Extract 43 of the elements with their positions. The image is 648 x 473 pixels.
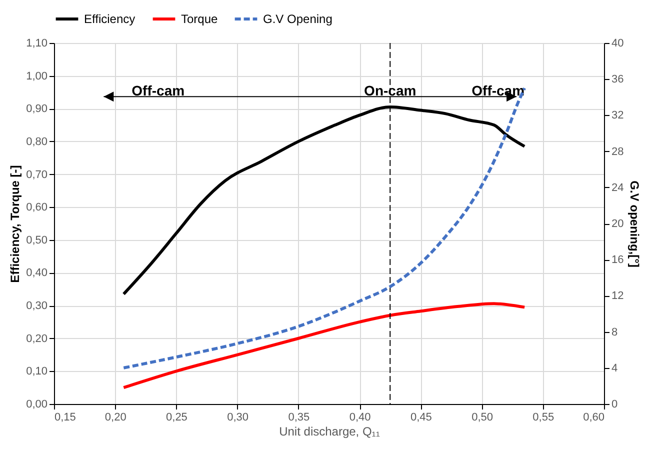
y-tick-label: 0,80 [26, 136, 48, 148]
y2-tick-label: 12 [612, 290, 624, 302]
y2-tick-label: 8 [612, 326, 618, 338]
y-tick-label: 0,70 [26, 168, 48, 181]
line-series [122, 302, 526, 390]
y-tick-label: 0,10 [26, 366, 48, 378]
y-tick-label: 0,40 [26, 267, 48, 280]
y-tick-label: 1,10 [26, 38, 48, 50]
y-tick-label: 0,30 [26, 300, 48, 312]
y-axis-title: Efficiency, Torque [-] [8, 165, 22, 283]
y2-tick-label: 40 [612, 38, 624, 50]
x-tick-label: 0,55 [532, 412, 554, 424]
y2-tick-label: 24 [612, 182, 624, 194]
annotation: On-cam [364, 82, 416, 99]
y2-tick-label: 20 [612, 218, 624, 230]
line-series [122, 86, 526, 370]
y-tick-label: 0,00 [26, 398, 48, 410]
x-axis-title: Unit discharge, Q₁₁ [279, 424, 380, 438]
y-tick-label: 0,60 [26, 202, 48, 214]
x-tick-label: 0,15 [54, 412, 76, 424]
y-tick-label: 1,00 [26, 70, 48, 82]
annotation: Off-cam [132, 82, 185, 99]
x-tick-label: 0,45 [410, 412, 432, 424]
x-tick-label: 0,20 [104, 412, 126, 424]
y2-tick-label: 36 [612, 74, 624, 86]
x-tick-label: 0,25 [166, 412, 188, 424]
y-tick-label: 0,50 [26, 234, 48, 246]
y2-tick-label: 4 [612, 362, 618, 374]
x-tick-label: 0,60 [583, 412, 604, 424]
y2-axis-title: G.V opening,[°] [628, 180, 642, 268]
y2-tick-label: 28 [612, 146, 624, 158]
legend-label: G.V Opening [263, 12, 332, 26]
y-tick-label: 0,20 [26, 332, 48, 345]
legend-label: Torque [181, 12, 218, 26]
x-tick-label: 0,35 [288, 412, 310, 424]
x-tick-label: 0,30 [227, 412, 249, 424]
x-tick-label: 0,40 [349, 412, 371, 424]
y2-tick-label: 32 [612, 110, 624, 122]
x-tick-label: 0,50 [472, 412, 493, 424]
y2-tick-label: 16 [612, 254, 624, 266]
y2-tick-label: 0 [612, 398, 618, 410]
legend-label: Efficiency [84, 12, 136, 26]
y-tick-label: 0,90 [26, 103, 48, 116]
